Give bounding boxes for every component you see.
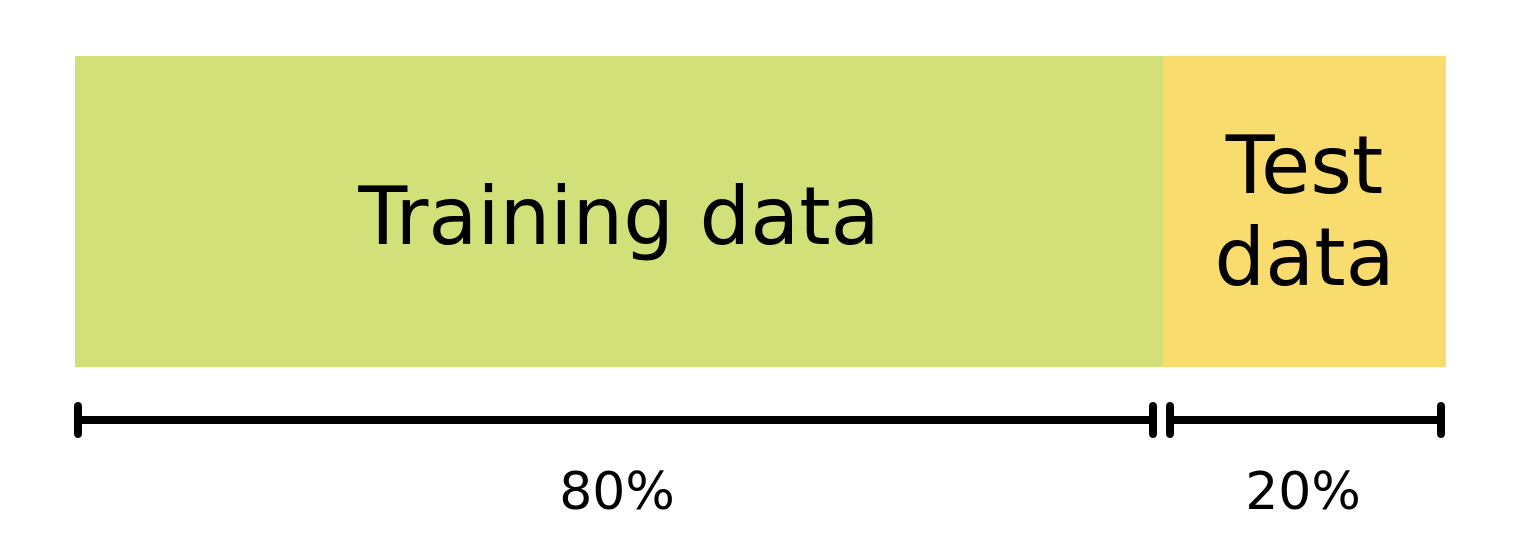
test-percent-label: 20% (1245, 462, 1361, 522)
training-data-label: Training data (358, 169, 880, 263)
test-data-label: Test data (1214, 118, 1395, 304)
training-data-segment: Training data (75, 56, 1163, 367)
training-percent-label: 80% (559, 462, 675, 522)
data-split-bar: Training data Test data (75, 56, 1446, 367)
test-data-segment: Test data (1163, 56, 1446, 367)
